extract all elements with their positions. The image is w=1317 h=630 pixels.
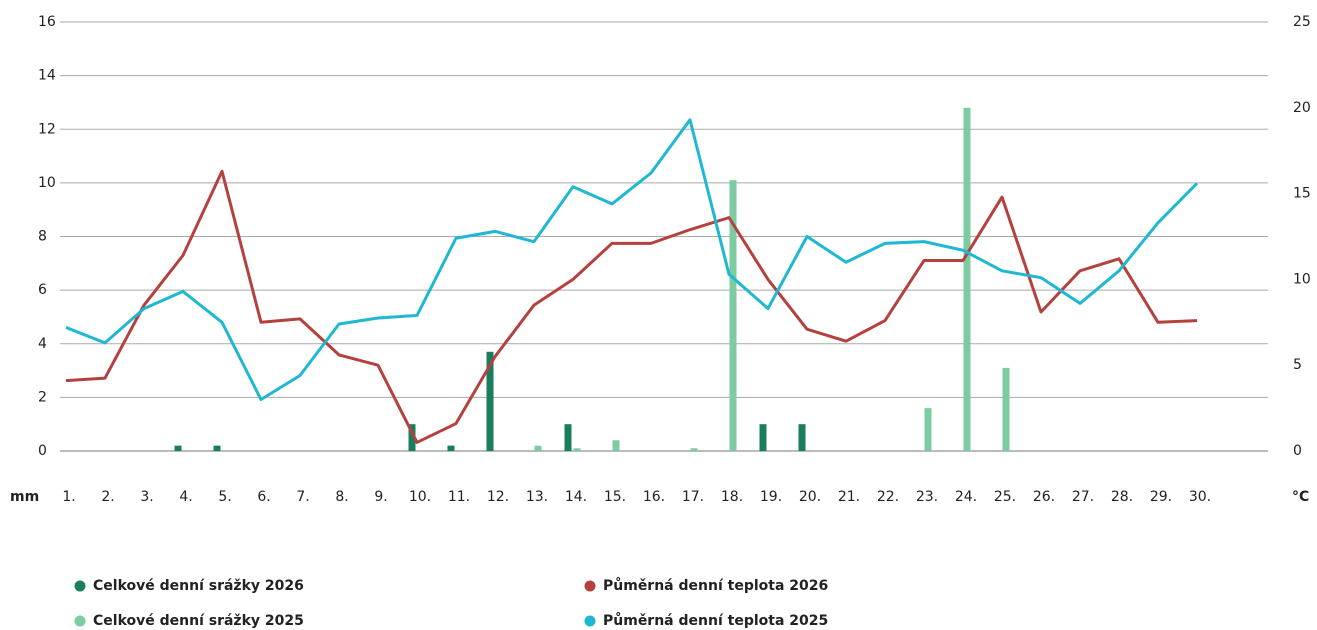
y2-axis-label: °C [1292,489,1309,505]
legend-marker [74,580,86,592]
bar [963,107,971,452]
x-tick-label: 8. [335,489,348,505]
bar [213,445,221,451]
x-tick-label: 13. [526,489,548,505]
x-tick-label: 29. [1150,489,1172,505]
bar [573,448,581,451]
y-tick-label: 16 [38,14,56,30]
y-tick-label: 0 [38,443,47,459]
x-tick-label: 12. [487,489,509,505]
x-tick-label: 7. [296,489,309,505]
x-tick-label: 20. [799,489,821,505]
x-tick-label: 9. [374,489,387,505]
bar [759,424,767,451]
bar [447,445,455,451]
y2-tick-label: 25 [1293,14,1311,30]
y-tick-label: 2 [38,389,47,405]
legend-marker [74,615,86,627]
y2-tick-label: 20 [1293,100,1311,116]
x-tick-label: 6. [257,489,270,505]
bar [798,424,806,451]
bar [564,424,572,451]
x-tick-label: 23. [916,489,938,505]
x-tick-label: 2. [101,489,114,505]
bar [924,408,932,451]
y-tick-label: 12 [38,121,56,137]
bar [690,448,698,451]
x-tick-label: 28. [1111,489,1133,505]
y-axis-label: mm [10,489,39,505]
x-tick-label: 11. [448,489,470,505]
y-tick-label: 8 [38,229,47,245]
bar [729,180,737,451]
y-tick-label: 14 [38,68,56,84]
x-tick-label: 14. [565,489,587,505]
bar [1002,367,1010,451]
x-tick-label: 24. [955,489,977,505]
x-tick-label: 22. [877,489,899,505]
y2-tick-label: 10 [1293,271,1311,287]
x-tick-label: 17. [682,489,704,505]
x-tick-label: 4. [179,489,192,505]
legend-marker [584,615,596,627]
legend-marker [584,580,596,592]
y-tick-label: 6 [38,282,47,298]
x-tick-label: 18. [721,489,743,505]
bar [612,440,620,451]
x-tick-label: 5. [218,489,231,505]
x-tick-label: 15. [604,489,626,505]
legend-label: Půměrná denní teplota 2026 [603,577,828,594]
x-tick-label: 25. [994,489,1016,505]
bar [486,351,494,451]
x-tick-label: 21. [838,489,860,505]
y-tick-label: 10 [38,175,56,191]
x-tick-label: 26. [1033,489,1055,505]
x-tick-label: 3. [140,489,153,505]
x-tick-label: 30. [1189,489,1211,505]
bar [408,424,416,451]
legend-label: Celkové denní srážky 2025 [93,613,304,629]
y-tick-label: 4 [38,336,47,352]
x-tick-label: 10. [409,489,431,505]
x-tick-label: 1. [62,489,75,505]
y2-tick-label: 0 [1293,443,1302,459]
bar [174,445,182,451]
legend-label: Půměrná denní teplota 2025 [603,612,828,629]
x-tick-label: 16. [643,489,665,505]
line [65,169,1198,444]
y2-tick-label: 15 [1293,186,1311,202]
bar [534,445,542,451]
legend-label: Celkové denní srážky 2026 [93,578,304,594]
x-tick-label: 27. [1072,489,1094,505]
line [65,118,1199,402]
x-tick-label: 19. [760,489,782,505]
y2-tick-label: 5 [1293,357,1302,373]
